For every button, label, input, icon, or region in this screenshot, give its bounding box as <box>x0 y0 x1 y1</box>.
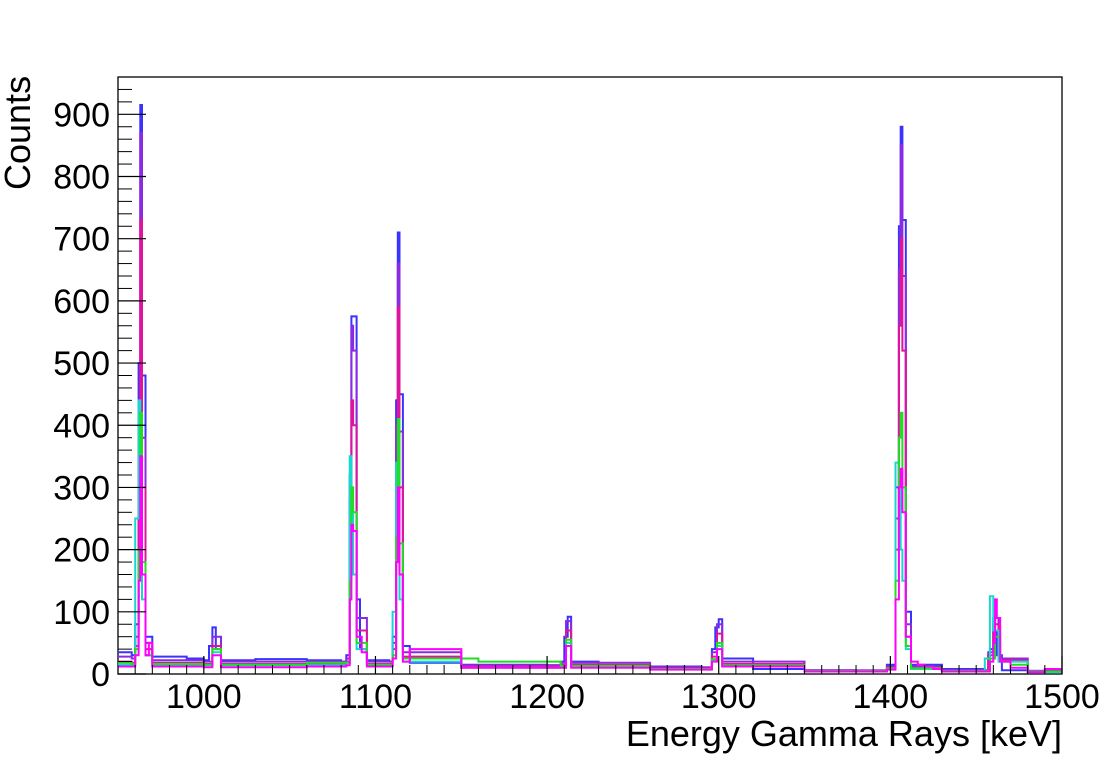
series-line-4 <box>118 399 1062 674</box>
x-tick-label: 1300 <box>681 678 757 716</box>
y-tick-label: 400 <box>53 407 110 445</box>
series-layer <box>118 104 1062 674</box>
y-tick-label: 600 <box>53 283 110 321</box>
y-tick-label: 0 <box>91 656 110 694</box>
series-line-3 <box>118 219 1062 673</box>
plot-frame <box>117 76 1063 675</box>
x-tick-label: 1100 <box>339 678 412 716</box>
x-axis-label: Energy Gamma Rays [keV] <box>626 713 1062 754</box>
x-tick-label: 1500 <box>1024 678 1100 716</box>
axis-layer: 1000 1100 1200 1300 1400 1500 0 100 200 300 400 500… <box>53 76 1100 716</box>
series-line-2 <box>118 132 1062 672</box>
series-line-6 <box>118 455 1062 674</box>
y-tick-label: 300 <box>53 469 110 507</box>
series-line-5 <box>118 411 1062 673</box>
y-tick-label: 200 <box>53 532 110 570</box>
y-tick-label: 800 <box>53 159 110 197</box>
y-tick-label: 100 <box>53 594 110 632</box>
x-tick-label: 1200 <box>509 678 585 716</box>
x-tick-label: 1000 <box>166 678 242 716</box>
y-tick-label: 900 <box>53 96 110 134</box>
x-tick-label: 1400 <box>853 678 929 716</box>
y-tick-label: 700 <box>53 221 110 259</box>
y-tick-label: 500 <box>53 345 110 383</box>
series-line-1 <box>118 104 1062 672</box>
y-axis-label: Counts <box>0 76 38 190</box>
